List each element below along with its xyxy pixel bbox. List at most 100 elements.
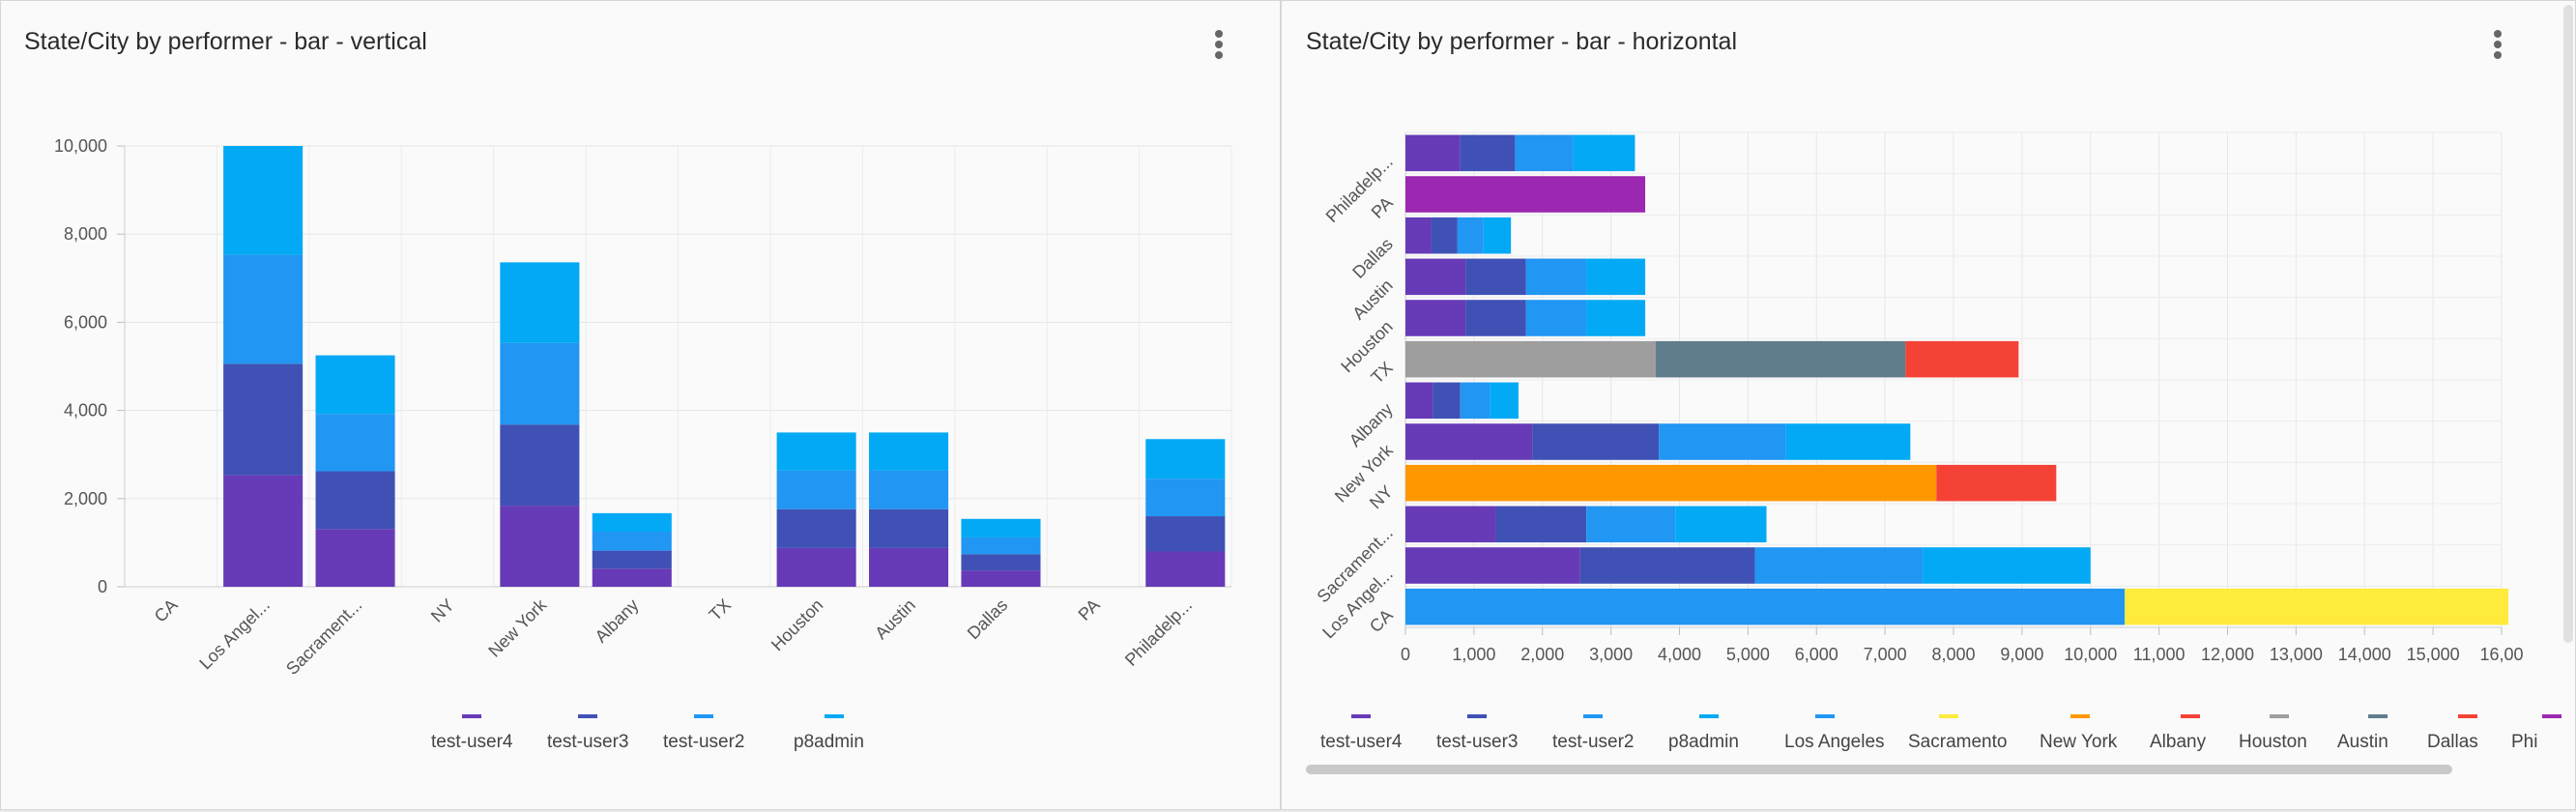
bar-segment xyxy=(1405,588,2126,625)
bar-segment xyxy=(223,475,304,587)
x-tick-label: Philadelp... xyxy=(1121,595,1196,670)
legend-item-label: Albany xyxy=(2150,732,2207,752)
x-tick-label: 10,000 xyxy=(2064,645,2117,664)
bar-segment xyxy=(776,432,856,471)
legend-item-label: test-user2 xyxy=(663,732,744,752)
bar-segment xyxy=(1405,506,1496,543)
x-tick-label: 3,000 xyxy=(1589,645,1633,664)
y-tick-label: 10,000 xyxy=(54,136,107,156)
x-tick-label: 15,000 xyxy=(2407,645,2460,664)
legend-item-label: Austin xyxy=(2337,732,2388,752)
panel-title: State/City by performer - bar - horizont… xyxy=(1306,28,1737,55)
y-tick-label: NY xyxy=(1366,481,1397,512)
legend-item-label: test-user4 xyxy=(1320,732,1403,752)
bar-segment xyxy=(592,568,672,587)
legend-item-label: test-user2 xyxy=(1552,732,1634,752)
x-tick-label: 2,000 xyxy=(1520,645,1564,664)
more-vert-icon[interactable] xyxy=(2486,28,2509,59)
bar-segment xyxy=(1405,176,1646,213)
bar-segment xyxy=(592,512,672,532)
bar-segment xyxy=(1586,506,1676,543)
bar-segment xyxy=(961,518,1041,537)
bar-segment xyxy=(1405,217,1432,254)
bar-segment xyxy=(961,570,1041,587)
bar-segment xyxy=(500,262,580,343)
bar-segment xyxy=(1659,423,1786,460)
bar-segment xyxy=(1460,134,1516,172)
legend-item-label: Houston xyxy=(2239,732,2307,752)
legend-item-label: Sacramento xyxy=(1908,732,2007,752)
bar-segment xyxy=(1532,423,1660,460)
bar-segment xyxy=(1405,547,1580,584)
bar-segment xyxy=(1579,547,1755,584)
y-tick-label: 6,000 xyxy=(64,312,107,332)
y-tick-label: Dallas xyxy=(1348,234,1397,282)
bar-segment xyxy=(1785,423,1911,460)
x-tick-label: 4,000 xyxy=(1658,645,1701,664)
bar-segment xyxy=(776,547,856,587)
bar-segment xyxy=(592,532,672,551)
bar-segment xyxy=(1490,382,1519,420)
x-tick-label: Sacrament... xyxy=(282,595,365,679)
bar-segment xyxy=(223,254,304,364)
y-tick-label: Austin xyxy=(1348,276,1397,324)
y-tick-label: CA xyxy=(1366,605,1397,636)
y-tick-label: 0 xyxy=(98,577,107,596)
bar-segment xyxy=(1465,258,1526,296)
y-tick-label: 8,000 xyxy=(64,224,107,244)
x-tick-label: Los Angel... xyxy=(195,595,274,674)
vertical-scrollbar[interactable] xyxy=(2563,5,2573,643)
bar-segment xyxy=(1525,300,1587,336)
bar-segment xyxy=(869,470,949,509)
more-vert-icon[interactable] xyxy=(1207,28,1230,59)
bar-segment xyxy=(1405,464,1937,502)
bar-segment xyxy=(1515,134,1574,172)
bar-segment xyxy=(315,355,395,415)
x-tick-label: New York xyxy=(484,594,551,661)
bar-segment xyxy=(776,508,856,548)
bar-segment xyxy=(500,342,580,425)
bar-segment xyxy=(776,470,856,509)
x-tick-label: 7,000 xyxy=(1864,645,1907,664)
bar-segment xyxy=(1145,478,1226,517)
y-tick-label: TX xyxy=(1367,358,1396,387)
bar-segment xyxy=(1525,258,1587,296)
bar-segment xyxy=(1433,382,1461,420)
bar-segment xyxy=(1465,300,1526,336)
bar-segment xyxy=(2125,588,2509,625)
bar-segment xyxy=(869,508,949,548)
bar-segment xyxy=(961,554,1041,571)
legend-item-label: Dallas xyxy=(2427,732,2478,752)
bar-segment xyxy=(1405,340,1656,378)
bar-segment xyxy=(961,536,1041,555)
bar-segment xyxy=(315,471,395,530)
bar-segment xyxy=(500,424,580,507)
x-tick-label: Houston xyxy=(767,595,827,655)
legend-item-label: p8admin xyxy=(1668,732,1739,752)
bar-segment xyxy=(1923,547,2091,584)
x-tick-label: Albany xyxy=(592,595,643,647)
horizontal-bar-chart-panel: State/City by performer - bar - horizont… xyxy=(1281,0,2576,810)
x-tick-label: 14,000 xyxy=(2338,645,2391,664)
bar-segment xyxy=(1495,506,1587,543)
bar-segment xyxy=(1405,300,1466,336)
bar-segment xyxy=(1573,134,1635,172)
x-tick-label: 5,000 xyxy=(1726,645,1770,664)
legend-item-label: Los Angeles xyxy=(1784,732,1885,752)
x-tick-label: 1,000 xyxy=(1452,645,1495,664)
bar-segment xyxy=(1405,382,1433,420)
x-tick-label: CA xyxy=(151,595,182,626)
bar-segment xyxy=(1405,258,1466,296)
x-tick-label: 11,000 xyxy=(2133,645,2185,664)
horizontal-bar-chart: 0 1,000 2,000 3,000 4,000 5,000 6,000 7,000 8,00… xyxy=(1314,131,2562,752)
horizontal-scrollbar-thumb[interactable] xyxy=(1306,765,2452,774)
y-tick-label: Albany xyxy=(1346,399,1397,450)
bar-segment xyxy=(1405,134,1461,172)
bar-segment xyxy=(1405,423,1533,460)
legend-item-label: p8admin xyxy=(794,732,864,752)
bar-segment xyxy=(1460,382,1491,420)
bar-segment xyxy=(315,529,395,587)
panel-title: State/City by performer - bar - vertical xyxy=(24,28,427,55)
bar-segment xyxy=(1905,340,2019,378)
legend-item-label: test-user3 xyxy=(547,732,628,752)
